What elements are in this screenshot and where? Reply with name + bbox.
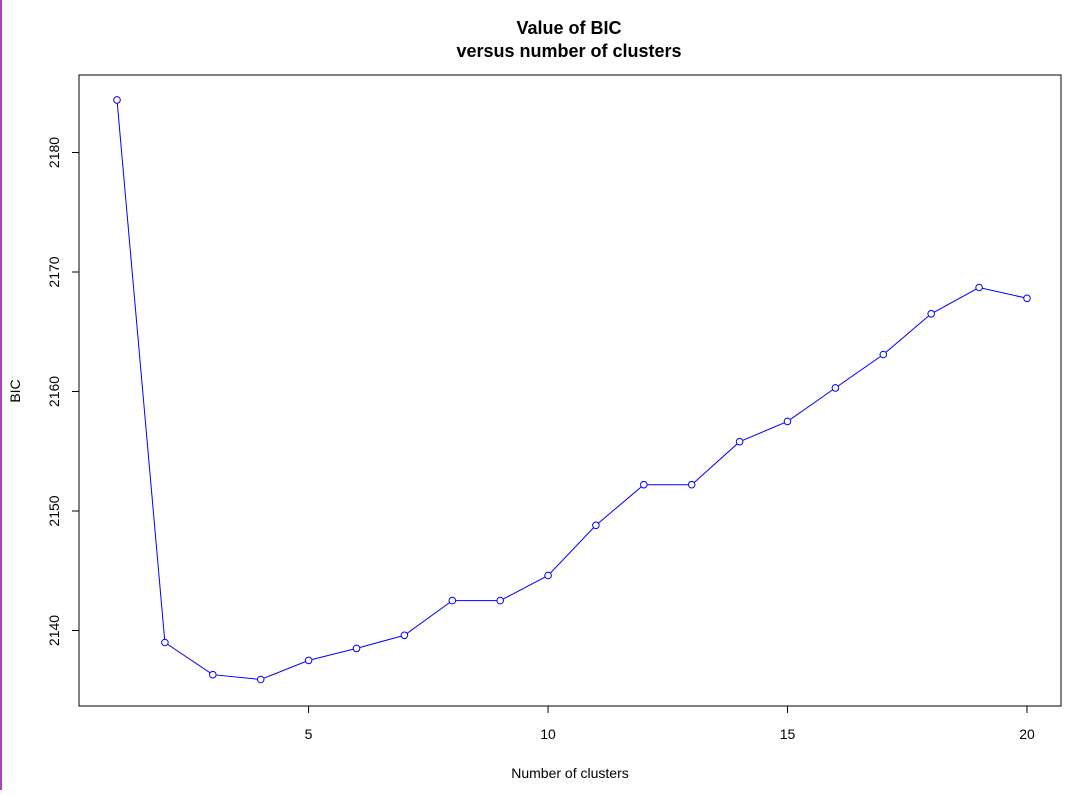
data-point bbox=[783, 417, 792, 426]
data-point bbox=[1023, 294, 1031, 303]
data-point bbox=[113, 96, 121, 104]
data-point bbox=[975, 283, 983, 292]
data-point bbox=[352, 644, 361, 653]
data-point bbox=[304, 656, 313, 665]
data-point bbox=[735, 437, 744, 446]
x-tick-label: 5 bbox=[305, 726, 313, 742]
data-point bbox=[879, 350, 888, 359]
series-points bbox=[113, 96, 1031, 684]
x-axis-label: Number of clusters bbox=[511, 765, 628, 781]
x-tick-label: 20 bbox=[1019, 726, 1035, 742]
data-point bbox=[592, 521, 600, 530]
y-tick-label: 2160 bbox=[46, 376, 62, 407]
chart-subtitle: versus number of clusters bbox=[456, 41, 681, 61]
data-point bbox=[687, 480, 696, 489]
data-point bbox=[640, 480, 648, 489]
chart-title: Value of BIC bbox=[516, 18, 621, 38]
data-point bbox=[448, 596, 457, 605]
series-line-bic bbox=[116, 99, 1028, 681]
window-edge-rule bbox=[0, 0, 2, 790]
data-point bbox=[496, 596, 505, 605]
y-axis: 2140 2150 2160 2170 2180 bbox=[46, 137, 80, 646]
x-tick-label: 10 bbox=[540, 726, 556, 742]
data-point bbox=[544, 571, 552, 580]
data-point bbox=[209, 670, 217, 679]
y-tick-label: 2170 bbox=[46, 256, 62, 287]
data-point bbox=[161, 638, 169, 647]
x-axis: 5 10 15 20 bbox=[305, 705, 1035, 742]
data-point bbox=[831, 384, 840, 392]
y-tick-label: 2180 bbox=[46, 137, 62, 168]
y-tick-label: 2140 bbox=[46, 615, 62, 646]
y-tick-label: 2150 bbox=[46, 495, 62, 526]
data-point bbox=[256, 675, 265, 684]
data-point bbox=[400, 631, 409, 640]
data-point bbox=[927, 310, 936, 318]
x-tick-label: 15 bbox=[780, 726, 796, 742]
plot-frame bbox=[78, 74, 1062, 707]
y-axis-label: BIC bbox=[7, 379, 23, 402]
